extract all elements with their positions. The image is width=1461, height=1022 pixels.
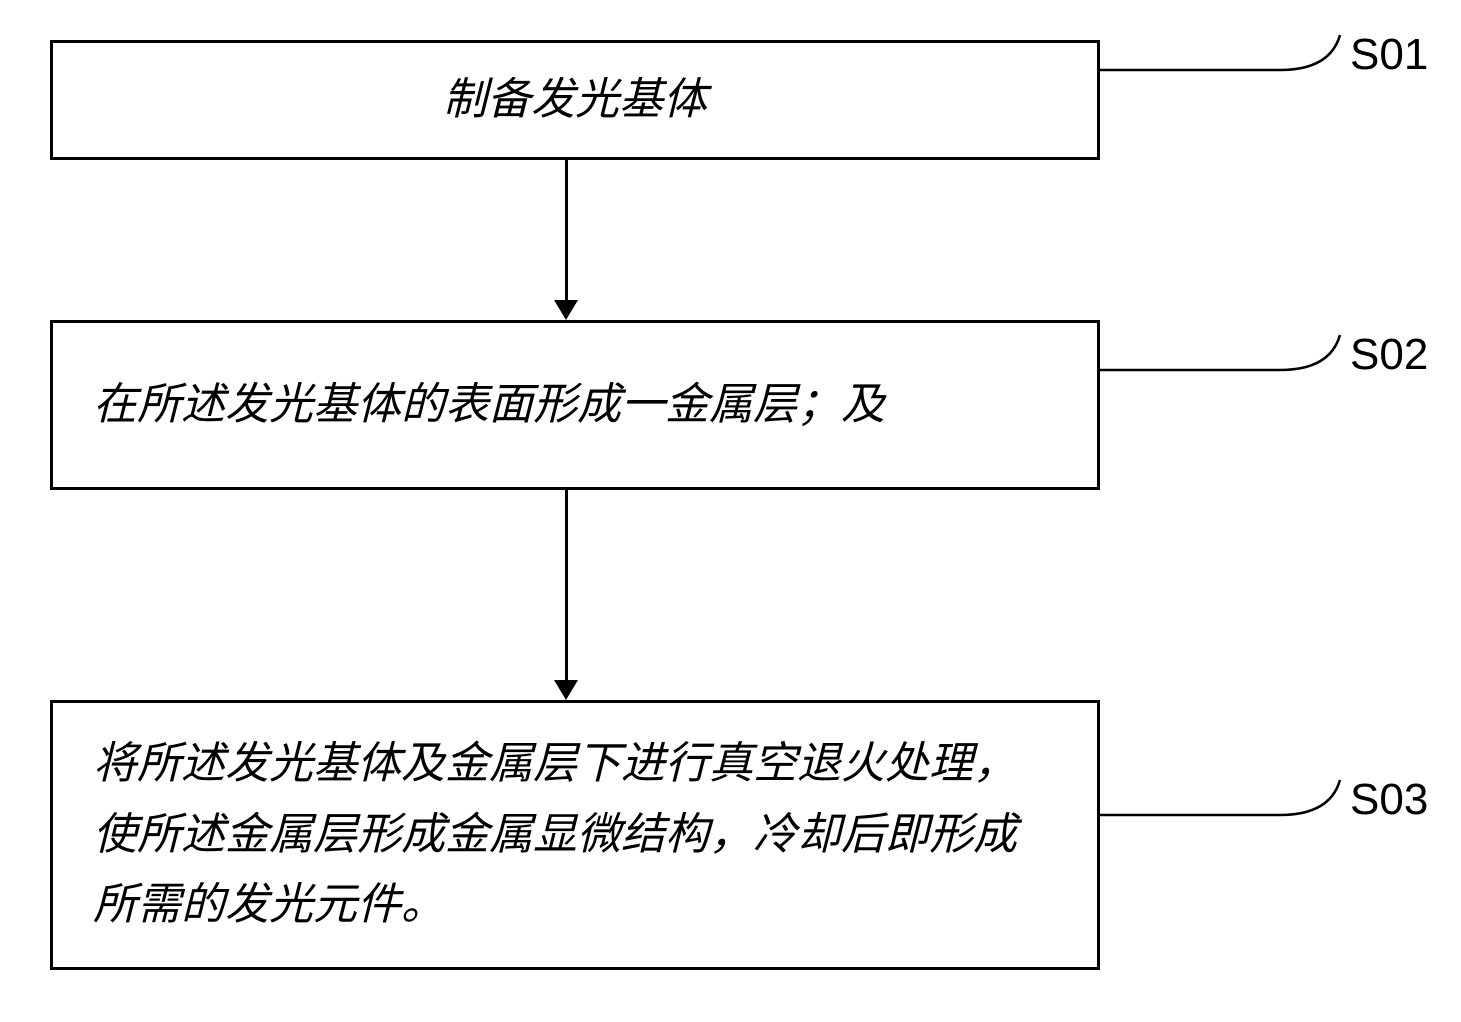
label-s01: S01 xyxy=(1350,30,1428,80)
label-s02: S02 xyxy=(1350,330,1428,380)
arrow-1-line xyxy=(565,160,568,300)
step-2-text: 在所述发光基体的表面形成一金属层；及 xyxy=(93,370,885,440)
arrow-2-line xyxy=(565,490,568,680)
connector-curve-2 xyxy=(1100,330,1360,400)
connector-curve-3 xyxy=(1100,775,1360,845)
step-3-text: 将所述发光基体及金属层下进行真空退火处理，使所述金属层形成金属显微结构，冷却后即… xyxy=(93,729,1057,940)
flowchart-step-3: 将所述发光基体及金属层下进行真空退火处理，使所述金属层形成金属显微结构，冷却后即… xyxy=(50,700,1100,970)
flowchart-step-1: 制备发光基体 xyxy=(50,40,1100,160)
arrow-1-head xyxy=(554,300,578,320)
label-s03: S03 xyxy=(1350,775,1428,825)
connector-curve-1 xyxy=(1100,30,1360,100)
step-1-text: 制备发光基体 xyxy=(93,65,1057,135)
flowchart-step-2: 在所述发光基体的表面形成一金属层；及 xyxy=(50,320,1100,490)
arrow-2-head xyxy=(554,680,578,700)
flowchart-container: 制备发光基体 S01 在所述发光基体的表面形成一金属层；及 S02 将所述发光基… xyxy=(30,30,1431,992)
